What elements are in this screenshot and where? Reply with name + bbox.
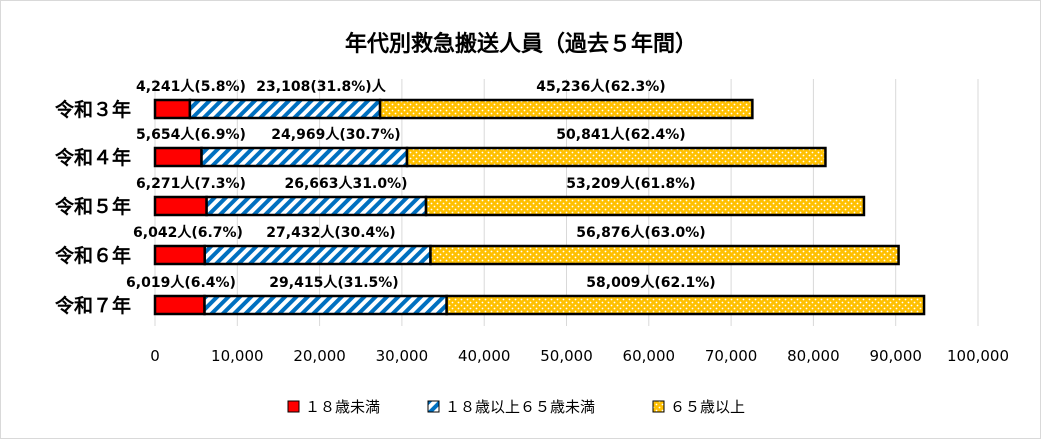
data-label: 24,969人(30.7%)	[271, 126, 400, 143]
x-tick-label: 60,000	[623, 347, 676, 365]
bar-segment	[445, 294, 926, 316]
bar-segment	[203, 244, 432, 266]
category-label: 令和６年	[55, 244, 131, 267]
chart-title: 年代別救急搬送人員（過去５年間）	[345, 31, 697, 57]
x-tick-label: 80,000	[787, 347, 840, 365]
data-label: 58,009人(62.1%)	[586, 274, 715, 291]
bar-segment	[424, 195, 866, 217]
data-label: 6,271人(7.3%)	[136, 175, 246, 192]
legend-label: ６５歳以上	[670, 398, 745, 416]
category-label: 令和５年	[55, 195, 131, 218]
x-tick-label: 0	[150, 347, 160, 365]
bar-segment	[205, 195, 428, 217]
bar-segment	[153, 98, 192, 120]
legend-swatch	[287, 400, 300, 413]
x-tick-label: 40,000	[458, 347, 511, 365]
data-label: 6,019人(6.4%)	[126, 274, 236, 291]
data-label: 26,663人31.0%)	[285, 175, 408, 192]
bar-segment	[188, 98, 382, 120]
data-label: 45,236人(62.3%)	[536, 78, 665, 95]
bar-segment	[153, 244, 206, 266]
data-label: 50,841人(62.4%)	[556, 126, 685, 143]
bar-segment	[200, 146, 409, 168]
x-tick-label: 90,000	[869, 347, 922, 365]
legend-swatch	[427, 400, 440, 413]
bar-segment	[153, 294, 206, 316]
data-label: 53,209人(61.8%)	[566, 175, 695, 192]
category-label: 令和３年	[55, 98, 131, 121]
data-label: 5,654人(6.9%)	[136, 126, 246, 143]
bar-segment	[203, 294, 448, 316]
data-label: 4,241人(5.8%)	[136, 78, 246, 95]
data-label: 6,042人(6.7%)	[133, 224, 243, 241]
bar-segment	[153, 195, 208, 217]
legend-swatch	[652, 400, 665, 413]
category-label: 令和７年	[55, 294, 131, 317]
legend-label: １８歳未満	[305, 398, 380, 416]
x-tick-label: 100,000	[947, 347, 1009, 365]
x-tick-label: 50,000	[540, 347, 593, 365]
data-label: 23,108(31.8%)人	[256, 78, 386, 95]
bar-segment	[429, 244, 900, 266]
bar-segment	[378, 98, 754, 120]
x-tick-label: 30,000	[376, 347, 429, 365]
data-label: 56,876人(63.0%)	[576, 224, 705, 241]
x-tick-label: 10,000	[211, 347, 264, 365]
x-tick-label: 20,000	[293, 347, 346, 365]
category-label: 令和４年	[55, 146, 131, 169]
data-label: 29,415人(31.5%)	[269, 274, 398, 291]
x-tick-label: 70,000	[705, 347, 758, 365]
legend-label: １８歳以上６５歳未満	[445, 398, 595, 416]
data-label: 27,432人(30.4%)	[266, 224, 395, 241]
bar-segment	[405, 146, 827, 168]
bar-segment	[153, 146, 203, 168]
